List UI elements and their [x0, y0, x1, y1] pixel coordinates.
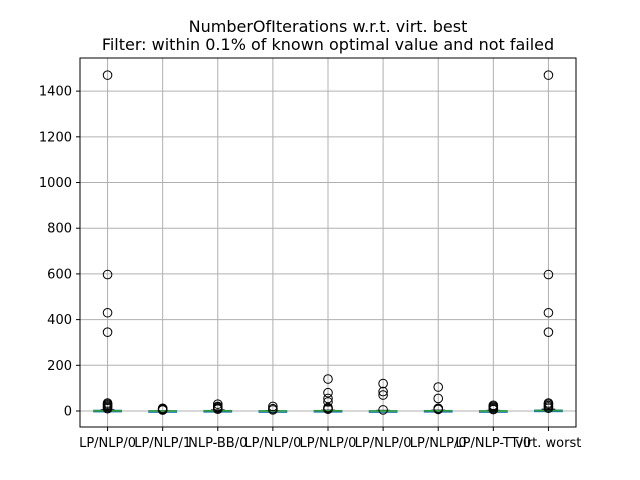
- outlier-point: [433, 403, 444, 414]
- y-tick-label: 1200: [39, 130, 72, 145]
- chart-title: NumberOfIterations w.r.t. virt. best: [189, 17, 468, 36]
- y-tick-label: 400: [47, 313, 72, 328]
- y-tick-label: 800: [47, 222, 72, 237]
- chart-subtitle: Filter: within 0.1% of known optimal val…: [102, 35, 554, 54]
- outlier-point: [102, 327, 113, 337]
- outlier-point: [102, 70, 113, 80]
- y-tick-label: 0: [64, 405, 72, 420]
- box-group: [148, 403, 178, 415]
- outlier-point: [323, 393, 333, 404]
- outlier-point: [488, 400, 499, 411]
- box-group: [313, 374, 343, 414]
- axis-layer: 0200400600800100012001400LP/NLP/0LP/NLP/…: [39, 57, 582, 451]
- grid-layer: [80, 58, 576, 427]
- box-group: [203, 399, 233, 414]
- outlier-point: [378, 405, 388, 415]
- box-group: [478, 400, 508, 415]
- outlier-point: [433, 382, 444, 392]
- outlier-point: [543, 70, 554, 80]
- y-tick-label: 600: [47, 267, 72, 282]
- outlier-point: [378, 378, 388, 389]
- box-group: [534, 70, 563, 414]
- outlier-point: [323, 397, 333, 407]
- x-tick-label: LP/NLP/0: [244, 436, 301, 451]
- outlier-point: [543, 327, 554, 337]
- box-group: [258, 401, 288, 415]
- box-group: [423, 382, 453, 415]
- box-group: [368, 378, 398, 415]
- outlier-point: [543, 269, 554, 280]
- x-tick-label: LP/NLP-TT/0: [455, 436, 531, 451]
- x-tick-label: virt. worst: [516, 436, 582, 451]
- outlier-point: [102, 398, 113, 408]
- box-layer: [93, 70, 563, 415]
- x-tick-label: LP/NLP/0: [79, 436, 136, 451]
- outlier-point: [268, 401, 278, 412]
- outlier-point: [323, 387, 333, 398]
- x-tick-label: LP/NLP/1: [134, 436, 191, 451]
- outlier-point: [157, 403, 168, 414]
- outlier-point: [378, 386, 388, 397]
- outlier-point: [212, 401, 223, 412]
- outlier-point: [543, 398, 554, 408]
- outlier-point: [268, 403, 278, 414]
- outlier-point: [378, 390, 388, 400]
- y-tick-label: 1000: [39, 176, 72, 191]
- box-group: [93, 70, 122, 414]
- x-tick-label: LP/NLP/0: [355, 436, 412, 451]
- outlier-point: [212, 399, 223, 409]
- outlier-point: [323, 402, 333, 413]
- x-tick-label: LP/NLP/0: [300, 436, 357, 451]
- outlier-point: [102, 269, 113, 280]
- x-tick-label: NLP-BB/0: [188, 436, 247, 451]
- outlier-point: [102, 307, 113, 318]
- y-tick-label: 200: [47, 359, 72, 374]
- outlier-point: [433, 393, 444, 404]
- x-tick-label: LP/NLP/0: [410, 436, 467, 451]
- outlier-point: [543, 307, 554, 318]
- outlier-point: [323, 374, 333, 384]
- y-tick-label: 1400: [39, 85, 72, 100]
